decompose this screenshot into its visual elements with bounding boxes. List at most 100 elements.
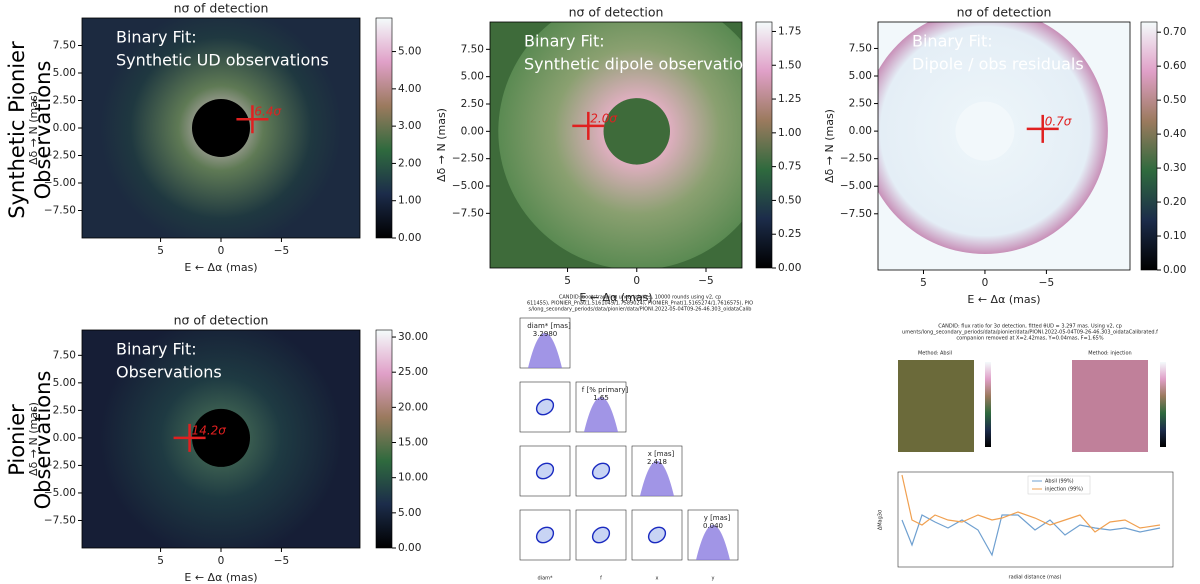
y-axis-label: Δδ → N (mas) bbox=[823, 109, 836, 183]
colorbar bbox=[755, 21, 773, 269]
histogram bbox=[528, 333, 562, 368]
overlay-text: Synthetic UD observations bbox=[116, 51, 329, 70]
x-axis-label: E ← Δα (mas) bbox=[184, 571, 257, 584]
colorbar bbox=[1160, 362, 1166, 447]
legend-label: injection (99%) bbox=[1045, 487, 1083, 493]
colorbar-tick-label: 30.00 bbox=[398, 331, 428, 343]
colorbar-tick-label: 0.10 bbox=[1163, 230, 1186, 242]
y-tick-label: −7.50 bbox=[44, 514, 76, 526]
detection-label: 2.0σ bbox=[590, 111, 617, 125]
y-tick-label: 2.50 bbox=[461, 98, 484, 110]
y-tick-label: 5.00 bbox=[53, 377, 76, 389]
y-axis-label: ΔMag3σ bbox=[878, 509, 884, 530]
y-axis-label: Δδ → N (mas) bbox=[27, 402, 40, 476]
panel-title: nσ of detection bbox=[174, 313, 269, 328]
param-estimate: 2.418 bbox=[647, 458, 667, 466]
histogram bbox=[696, 525, 730, 560]
y-tick-label: 5.00 bbox=[461, 71, 484, 83]
y-tick-label: 7.50 bbox=[53, 349, 76, 361]
colorbar-tick-label: 15.00 bbox=[398, 437, 428, 449]
colorbar-tick-label: 0.70 bbox=[1163, 26, 1186, 38]
y-tick-label: 5.00 bbox=[849, 70, 872, 82]
panel-title: nσ of detection bbox=[569, 5, 664, 20]
detection-label: 0.7σ bbox=[1045, 114, 1072, 128]
colorbar-tick-label: 20.00 bbox=[398, 401, 428, 413]
detection-marker bbox=[236, 105, 269, 134]
flux-plot: CANDID: flux ratio for 3σ detection, fit… bbox=[878, 324, 1174, 581]
overlay-text: Binary Fit: bbox=[116, 340, 197, 359]
x-tick-label: −5 bbox=[1039, 277, 1054, 289]
colorbar-tick-label: 1.50 bbox=[778, 59, 801, 71]
y-tick-label: 2.50 bbox=[53, 404, 76, 416]
colorbar-tick-label: 0.00 bbox=[398, 232, 421, 244]
absil-line bbox=[901, 514, 1161, 557]
colorbar-tick-label: 0.00 bbox=[398, 542, 421, 554]
colorbar bbox=[1140, 21, 1158, 271]
y-tick-label: 0.00 bbox=[849, 125, 872, 137]
y-tick-label: −7.50 bbox=[452, 207, 484, 219]
corner-axis-label: y bbox=[712, 576, 715, 582]
contour bbox=[535, 462, 555, 480]
x-tick-label: 0 bbox=[218, 555, 225, 567]
x-tick-label: 5 bbox=[920, 277, 927, 289]
y-tick-label: −7.50 bbox=[840, 208, 872, 220]
y-tick-label: 5.00 bbox=[53, 67, 76, 79]
y-tick-label: −5.00 bbox=[452, 180, 484, 192]
colorbar-tick-label: 0.75 bbox=[778, 161, 801, 173]
y-tick-label: 7.50 bbox=[53, 40, 76, 52]
overlay-text: Observations bbox=[116, 363, 222, 382]
row-label-line: Observations bbox=[31, 61, 55, 200]
colorbar-tick-label: 25.00 bbox=[398, 366, 428, 378]
colorbar-tick-label: 5.00 bbox=[398, 46, 421, 58]
y-tick-label: −2.50 bbox=[44, 150, 76, 162]
y-tick-label: 7.50 bbox=[461, 43, 484, 55]
x-axis-label: E ← Δα (mas) bbox=[967, 293, 1040, 306]
colorbar bbox=[375, 17, 393, 239]
legend bbox=[1027, 475, 1091, 495]
x-tick-label: 5 bbox=[564, 275, 571, 287]
x-tick-label: 5 bbox=[157, 555, 164, 567]
heatmap-hole bbox=[603, 98, 670, 165]
overlay-text: Binary Fit: bbox=[116, 28, 197, 47]
heatmap bbox=[490, 22, 742, 268]
contour bbox=[591, 462, 611, 480]
param-name: y [mas] bbox=[704, 514, 731, 522]
colorbar-tick-label: 0.20 bbox=[1163, 196, 1186, 208]
overlay-text: Binary Fit: bbox=[912, 32, 993, 51]
corner-title: CANDID: bootstrapping uncertainties, 100… bbox=[559, 295, 721, 301]
heatmap-hole bbox=[191, 98, 251, 158]
param-name: x [mas] bbox=[648, 450, 675, 458]
colorbar-tick-label: 1.75 bbox=[778, 25, 801, 37]
param-name: diam* [mas] bbox=[527, 322, 571, 330]
colorbar bbox=[375, 329, 393, 549]
axes-frame bbox=[489, 21, 743, 269]
row-label-line: Pionier bbox=[5, 404, 29, 476]
y-tick-label: 7.50 bbox=[849, 42, 872, 54]
heatmap bbox=[82, 18, 360, 238]
x-tick-label: 0 bbox=[633, 275, 640, 287]
param-estimate: 0.040 bbox=[703, 522, 723, 530]
colorbar-tick-label: 0.50 bbox=[778, 194, 801, 206]
colorbar bbox=[985, 362, 991, 447]
method-title: Method: Absil bbox=[918, 351, 952, 357]
colorbar-tick-label: 1.00 bbox=[398, 195, 421, 207]
corner-plot: CANDID: bootstrapping uncertainties, 100… bbox=[519, 295, 753, 582]
y-tick-label: −5.00 bbox=[44, 487, 76, 499]
colorbar-tick-label: 0.30 bbox=[1163, 162, 1186, 174]
y-tick-label: −7.50 bbox=[44, 205, 76, 217]
contour bbox=[591, 526, 611, 544]
y-tick-label: −2.50 bbox=[452, 153, 484, 165]
contour bbox=[535, 526, 555, 544]
detection-marker bbox=[1026, 114, 1059, 143]
detection-label: 14.2σ bbox=[192, 423, 227, 437]
corner-axis-label: x bbox=[656, 576, 659, 582]
heatmap-hole bbox=[955, 101, 1015, 161]
y-tick-label: 0.00 bbox=[461, 125, 484, 137]
colorbar-tick-label: 0.60 bbox=[1163, 60, 1186, 72]
param-name: f [% primary] bbox=[582, 386, 629, 394]
flux-title: companion removed at X=2.42mas, Y=0.04ma… bbox=[956, 336, 1103, 342]
axes-frame bbox=[877, 21, 1131, 271]
heatmap bbox=[82, 330, 360, 548]
contour bbox=[647, 526, 667, 544]
panel-title: nσ of detection bbox=[174, 1, 269, 16]
